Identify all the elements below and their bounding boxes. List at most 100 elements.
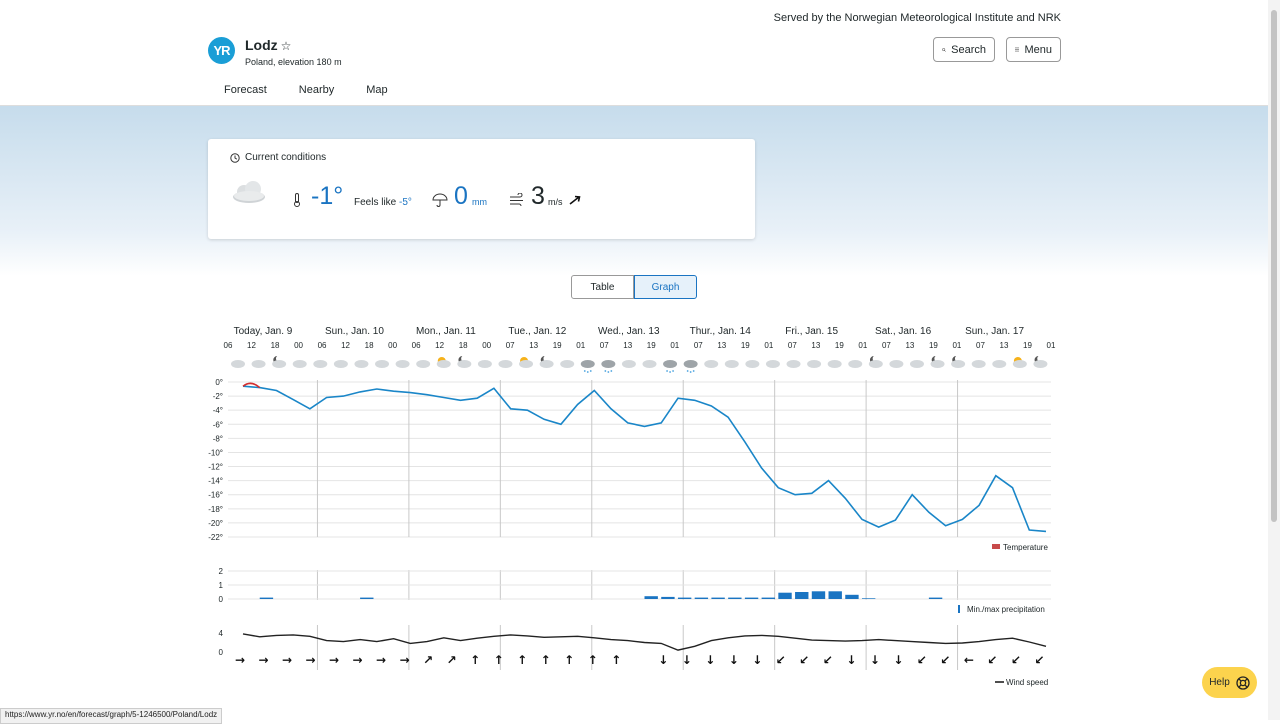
hour-label: 01	[952, 341, 961, 350]
current-wind: 3	[531, 182, 545, 210]
temperature-line	[242, 385, 1047, 533]
cloud-icon	[704, 360, 719, 368]
hour-label: 07	[976, 341, 985, 350]
help-button[interactable]: Help	[1202, 667, 1257, 698]
hour-label: 18	[459, 341, 468, 350]
precipitation-bar	[828, 591, 842, 599]
precip-tick-label: 1	[219, 581, 224, 590]
temp-tick-label: -14°	[208, 477, 223, 486]
wind-direction-arrow: ↗	[447, 653, 457, 667]
wind-direction-arrow: ↙	[1011, 653, 1021, 667]
cloud-icon	[848, 360, 863, 368]
scrollbar[interactable]	[1268, 0, 1280, 720]
hour-label: 12	[435, 341, 444, 350]
view-toggle: Table Graph	[571, 275, 697, 299]
cloud-icon	[477, 360, 492, 368]
partly-night-icon	[539, 356, 554, 368]
tabs-divider	[0, 105, 1268, 106]
hour-label: 13	[811, 341, 820, 350]
wind-direction-arrow: ↓	[729, 653, 739, 667]
temp-tick-label: -2°	[213, 392, 223, 401]
sun-cloud-icon	[1012, 357, 1027, 368]
lifebuoy-icon	[1236, 675, 1250, 690]
wind-unit: m/s	[548, 197, 563, 207]
tab-nearby[interactable]: Nearby	[298, 84, 335, 96]
hour-label: 18	[365, 341, 374, 350]
hamburger-icon	[1015, 47, 1020, 52]
search-button[interactable]: Search	[933, 37, 995, 62]
current-temperature: -1°	[311, 182, 344, 210]
day-label: Fri., Jan. 15	[785, 326, 838, 337]
temp-tick-label: -20°	[208, 519, 223, 528]
wind-legend: Wind speed	[1006, 678, 1048, 687]
hour-label: 19	[553, 341, 562, 350]
yr-logo[interactable]: YR	[208, 37, 235, 64]
hour-label: 06	[318, 341, 327, 350]
precipitation-bar	[744, 597, 759, 599]
place-name: Lodz	[245, 37, 278, 53]
wind-direction-arrow: ↙	[1034, 653, 1044, 667]
hour-label: 19	[929, 341, 938, 350]
partly-day-icon	[416, 360, 431, 368]
status-bar-url: https://www.yr.no/en/forecast/graph/5-12…	[0, 708, 223, 724]
served-by-text: Served by the Norwegian Meteorological I…	[773, 12, 1061, 24]
day-label: Thur., Jan. 14	[690, 326, 752, 337]
wind-icon	[510, 193, 523, 206]
partly-night-icon	[272, 356, 287, 368]
temperature-legend-swatch	[992, 544, 1000, 549]
menu-button[interactable]: Menu	[1006, 37, 1061, 62]
cloud-icon	[889, 360, 904, 368]
wind-direction-arrow: ↑	[611, 653, 621, 667]
wind-tick-label: 0	[219, 648, 224, 657]
cloud-icon	[354, 360, 369, 368]
precipitation-bar	[928, 597, 943, 599]
cloud-icon	[807, 360, 822, 368]
precipitation-bar	[259, 597, 274, 599]
hour-label: 19	[835, 341, 844, 350]
temp-tick-label: 0°	[215, 378, 223, 387]
hour-label: 01	[1047, 341, 1056, 350]
precip-tick-label: 0	[219, 595, 224, 604]
day-label: Sun., Jan. 17	[965, 326, 1024, 337]
wind-direction-icon	[569, 195, 581, 205]
precipitation-unit: mm	[472, 197, 487, 207]
day-label: Wed., Jan. 13	[598, 326, 660, 337]
wind-direction-arrow: ↙	[776, 653, 786, 667]
hour-label: 06	[412, 341, 421, 350]
tab-map[interactable]: Map	[366, 84, 388, 96]
hour-label: 00	[294, 341, 303, 350]
hour-label: 19	[1023, 341, 1032, 350]
temp-tick-label: -16°	[208, 491, 223, 500]
precipitation-bar	[761, 597, 775, 599]
wind-direction-arrow: →	[235, 653, 245, 667]
partly-night-icon	[951, 356, 966, 368]
hour-label: 07	[600, 341, 609, 350]
hour-label: 01	[858, 341, 867, 350]
scrollbar-thumb[interactable]	[1271, 10, 1277, 522]
cloud-icon	[642, 360, 657, 368]
forecast-chart: Today, Jan. 9 Sun., Jan. 10 Mon., Jan. 11 T…	[208, 326, 1056, 687]
precipitation-bar	[661, 596, 675, 599]
wind-direction-arrow: ↑	[588, 653, 598, 667]
wind-direction-arrow: ↓	[846, 653, 856, 667]
search-label: Search	[951, 43, 986, 56]
clock-icon	[230, 152, 240, 163]
feels-like-label: Feels like	[354, 197, 400, 208]
hour-label: 12	[247, 341, 256, 350]
precipitation-bar	[778, 592, 792, 599]
table-toggle-button[interactable]: Table	[571, 275, 634, 299]
precipitation-bar	[861, 598, 876, 599]
hour-label: 00	[482, 341, 491, 350]
cloud-icon	[724, 360, 739, 368]
wind-direction-arrow: →	[258, 653, 268, 667]
hour-label: 13	[623, 341, 632, 350]
wind-direction-arrow: ↙	[917, 653, 927, 667]
thermometer-icon	[294, 193, 300, 207]
cloud-icon	[971, 360, 986, 368]
wind-direction-arrow: ↓	[705, 653, 715, 667]
precipitation-bar	[360, 597, 374, 599]
wind-direction-arrow: ↑	[494, 653, 504, 667]
graph-toggle-button[interactable]: Graph	[634, 275, 697, 299]
star-icon[interactable]: ☆	[280, 39, 292, 53]
temp-tick-label: -22°	[208, 533, 223, 542]
